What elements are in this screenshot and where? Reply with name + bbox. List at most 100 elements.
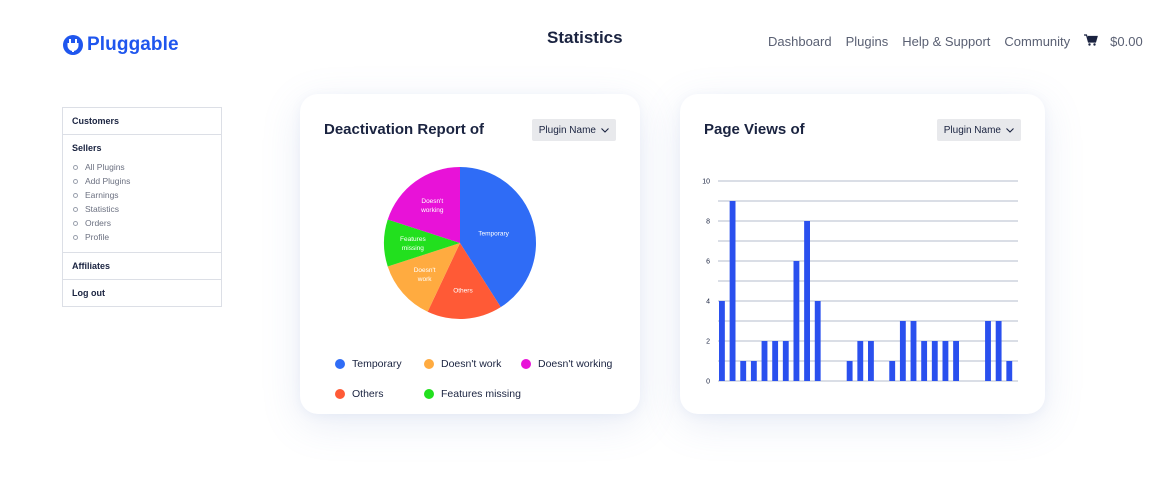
page-views-title: Page Views of [704,121,805,138]
legend-label: Temporary [352,358,402,370]
y-tick-label: 0 [706,379,710,386]
pie-slice-label: working [420,207,444,214]
legend-label: Doesn't working [538,358,613,370]
sidebar-item-sellers[interactable]: Sellers [72,143,102,153]
pageviews-plugin-dropdown[interactable]: Plugin Name [936,119,1021,141]
cart-button[interactable]: $0.00 [1084,34,1143,49]
bar[interactable] [857,341,864,381]
sidebar-subitem-label: Add Plugins [85,176,131,186]
bar[interactable] [750,361,757,381]
sidebar-section-logout: Log out [63,280,221,306]
bullet-icon [73,178,78,184]
pie-slice-label: missing [402,245,424,252]
legend-label: Features missing [441,388,521,400]
bullet-icon [73,220,78,226]
sidebar-section-customers: Customers [63,108,221,135]
deactivation-pie-chart: Temporary Others Doesn't work Features missin… [383,166,537,320]
sidebar-subitem-orders[interactable]: Orders [72,216,212,230]
bullet-icon [73,234,78,240]
bar[interactable] [868,341,874,381]
legend-item-temporary[interactable]: Temporary [335,358,424,370]
cart-total: $0.00 [1110,34,1143,49]
sidebar-item-logout[interactable]: Log out [72,288,105,298]
bar[interactable] [782,341,789,381]
dropdown-label: Plugin Name [538,124,596,136]
sidebar-item-customers[interactable]: Customers [72,116,120,126]
pie-slice-label: Features [400,236,426,243]
bar-svg: 0 2 4 6 8 10 [702,179,1018,386]
legend-label: Others [352,388,384,400]
pie-slice-label: Doesn't [421,198,443,205]
bar[interactable] [793,261,800,381]
bar[interactable] [910,321,917,381]
cart-icon [1084,34,1099,46]
bullet-icon [73,164,78,170]
y-tick-label: 10 [702,179,710,186]
bar[interactable] [985,321,991,381]
y-tick-label: 8 [706,219,710,226]
legend-item-features-missing[interactable]: Features missing [424,388,521,400]
pie-slice-temporary[interactable] [460,167,536,308]
sidebar-subitem-label: Earnings [85,190,119,200]
brand-logo[interactable]: Pluggable [62,34,179,56]
legend-item-doesn-t-work[interactable]: Doesn't work [424,358,521,370]
sidebar-subitem-profile[interactable]: Profile [72,230,212,244]
bar[interactable] [814,301,821,381]
bar[interactable] [931,341,938,381]
sidebar-subitem-add-plugins[interactable]: Add Plugins [72,174,212,188]
nav-help-support[interactable]: Help & Support [902,34,991,49]
legend-item-others[interactable]: Others [335,388,424,400]
legend-row: Temporary Doesn't work Doesn't working [335,349,635,379]
bar[interactable] [761,341,768,381]
sidebar: Customers Sellers All Plugins Add Plugin… [62,107,222,307]
bar[interactable] [942,341,949,381]
sidebar-subitem-all-plugins[interactable]: All Plugins [72,160,212,174]
bar[interactable] [804,221,810,381]
pie-slice-label: Doesn't [414,267,436,274]
bar[interactable] [921,341,928,381]
brand-name: Pluggable [87,34,179,55]
y-tick-label: 2 [706,339,710,346]
plug-icon [63,35,83,55]
nav-community[interactable]: Community [1004,34,1071,49]
deactivation-plugin-dropdown[interactable]: Plugin Name [531,119,616,141]
nav-plugins[interactable]: Plugins [845,34,889,49]
sidebar-subitem-label: Profile [85,232,110,242]
legend-swatch [335,359,345,369]
pie-slice-doesn-t-work[interactable] [387,243,460,312]
bar[interactable] [719,301,725,381]
pie-slice-others[interactable] [427,243,501,319]
bar[interactable] [729,201,736,381]
pie-slice-label: Others [453,288,473,295]
page-views-card: Page Views of Plugin Name 0 2 4 6 8 10 [680,94,1045,414]
top-navigation: Dashboard Plugins Help & Support Communi… [768,34,1143,49]
bar[interactable] [953,341,959,381]
bar[interactable] [1006,361,1013,381]
sidebar-subitem-label: All Plugins [85,162,125,172]
pie-slice-features-missing[interactable] [384,219,460,267]
bullet-icon [73,192,78,198]
sellers-submenu: All Plugins Add Plugins Earnings Statist… [72,160,212,244]
bar[interactable] [772,341,779,381]
sidebar-item-affiliates[interactable]: Affiliates [72,261,111,271]
bar[interactable] [899,321,906,381]
legend-swatch [335,389,345,399]
dropdown-label: Plugin Name [943,124,1001,136]
chevron-down-icon [601,127,609,133]
bar[interactable] [889,361,896,381]
pie-slice-doesn-t-working[interactable] [387,167,460,243]
sidebar-section-sellers: Sellers All Plugins Add Plugins Earnings… [63,135,221,253]
nav-dashboard[interactable]: Dashboard [768,34,832,49]
y-tick-label: 6 [706,259,710,266]
bar[interactable] [995,321,1002,381]
bar[interactable] [846,361,853,381]
sidebar-subitem-statistics[interactable]: Statistics [72,202,212,216]
pie-svg: Temporary Others Doesn't work Features missin… [384,167,536,319]
legend-item-doesn-t-working[interactable]: Doesn't working [521,358,631,370]
pie-legend: Temporary Doesn't work Doesn't working Othe… [335,349,635,409]
bar[interactable] [740,361,747,381]
sidebar-section-affiliates: Affiliates [63,253,221,280]
sidebar-subitem-earnings[interactable]: Earnings [72,188,212,202]
legend-swatch [521,359,531,369]
pie-slice-label: work [417,276,432,283]
